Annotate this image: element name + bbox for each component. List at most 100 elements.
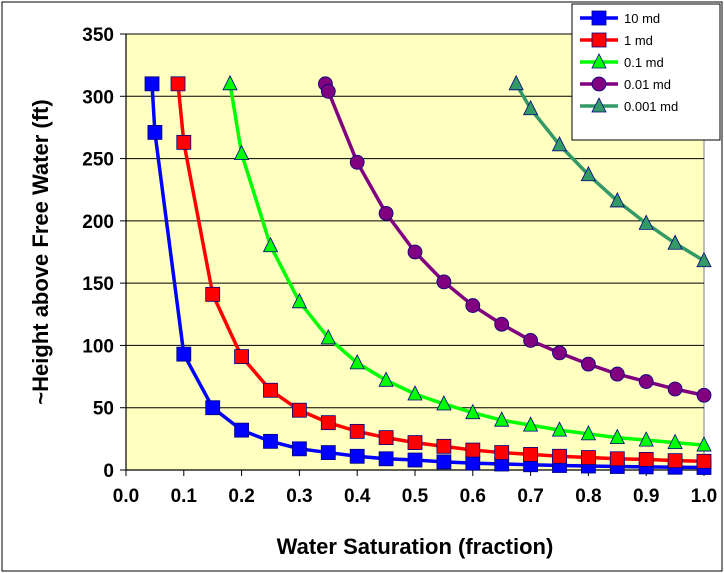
data-point (234, 422, 250, 438)
data-point (667, 453, 683, 469)
series-line-2 (228, 83, 705, 447)
x-tick-label: 0.8 (575, 486, 601, 507)
data-point (609, 192, 625, 208)
data-point (508, 74, 524, 91)
legend-swatch-marker (591, 76, 607, 92)
data-point (581, 450, 596, 465)
data-point (522, 416, 539, 432)
x-tick-label: 1.0 (691, 486, 717, 507)
data-point (609, 366, 625, 382)
y-tick-label: 0 (103, 461, 114, 482)
data-point (234, 349, 250, 365)
data-point (580, 424, 597, 441)
data-point (320, 83, 336, 99)
data-point (407, 385, 423, 401)
data-point (494, 445, 510, 460)
x-tick-label: 0.0 (113, 486, 139, 507)
y-tick-label: 150 (82, 274, 114, 295)
data-point (609, 428, 625, 445)
data-point (465, 455, 481, 471)
data-point (667, 234, 683, 250)
data-point (349, 154, 365, 170)
data-point (320, 329, 336, 345)
gridlines (126, 33, 704, 409)
x-axis-title: Water Saturation (fraction) (277, 534, 554, 559)
legend-swatch-marker (591, 53, 607, 69)
data-point (494, 316, 510, 332)
data-point (233, 144, 250, 160)
data-point (147, 125, 163, 140)
series-2 (222, 74, 712, 452)
data-point (170, 76, 186, 92)
x-tick-label: 0.6 (460, 486, 486, 507)
data-point (696, 251, 712, 268)
data-point (522, 99, 539, 116)
data-point (291, 402, 307, 418)
data-point (696, 436, 712, 452)
data-point (205, 286, 221, 302)
legend-label: 10 md (624, 11, 660, 26)
data-point (436, 438, 452, 454)
y-axis-title: ~Height above Free Water (ft) (28, 99, 53, 404)
legend: 10 md 1 md 0.1 md 0.01 md 0.001 md (571, 3, 721, 141)
data-point (580, 165, 597, 182)
data-point (378, 430, 394, 446)
x-tick-label: 0.4 (344, 486, 371, 507)
x-tick-label: 0.7 (517, 486, 543, 507)
axes: 0 50 100 150 200 250 300 350 0.0 0.1 0.2 0.3 0.4 0.5 0… (82, 25, 717, 507)
data-point (552, 345, 567, 361)
legend-swatch-marker (591, 97, 607, 113)
data-point (465, 298, 481, 313)
data-point (378, 371, 394, 387)
data-point (581, 356, 596, 372)
legend-box (571, 3, 721, 141)
data-point (638, 431, 654, 447)
data-point (263, 382, 278, 398)
data-point (436, 274, 452, 290)
data-point (349, 353, 365, 370)
data-point (291, 292, 308, 309)
series-3 (318, 76, 712, 403)
data-point (523, 447, 538, 462)
data-point (465, 442, 481, 458)
legend-label: 0.01 md (624, 77, 671, 92)
data-point (551, 421, 568, 437)
data-point (494, 411, 510, 427)
data-point (378, 451, 394, 467)
data-point (349, 448, 365, 464)
y-tick-label: 300 (82, 87, 114, 108)
data-point (436, 454, 452, 470)
series-1 (170, 76, 712, 469)
legend-label: 0.001 md (624, 99, 678, 114)
data-point (176, 346, 192, 362)
series-4 (508, 74, 712, 268)
legend-label: 0.1 md (624, 55, 664, 70)
data-point (176, 134, 192, 150)
data-point (407, 435, 423, 450)
x-tick-label: 0.9 (633, 486, 659, 507)
x-tick-label: 0.1 (171, 486, 198, 507)
y-tick-label: 100 (82, 336, 114, 357)
data-point (291, 441, 307, 457)
data-point (523, 333, 538, 348)
y-tick-label: 200 (82, 212, 114, 233)
data-point (638, 374, 654, 389)
data-point (696, 387, 712, 403)
data-point (609, 451, 625, 467)
data-point (320, 415, 336, 431)
data-point (378, 205, 394, 221)
x-tick-label: 0.3 (286, 486, 312, 507)
legend-swatch-marker (591, 10, 607, 26)
data-point (205, 400, 221, 416)
data-point (407, 244, 423, 260)
data-point (667, 433, 683, 449)
data-point (436, 395, 452, 411)
y-tick-label: 350 (82, 25, 114, 46)
data-point (551, 135, 568, 152)
data-point (144, 76, 160, 92)
legend-swatch-marker (591, 32, 607, 48)
x-tick-label: 0.2 (228, 486, 254, 507)
data-point (696, 453, 712, 469)
